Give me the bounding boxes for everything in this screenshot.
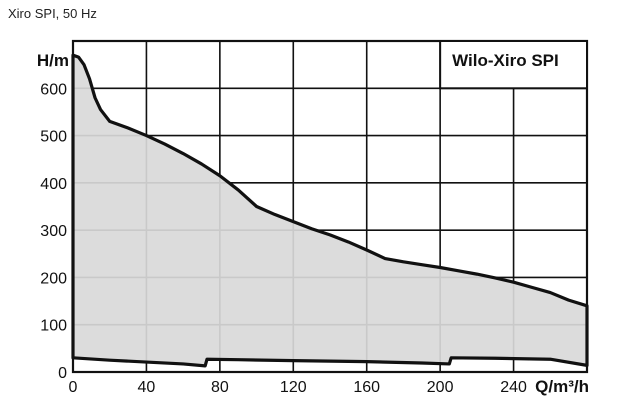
y-tick-label: 400	[40, 176, 67, 193]
y-tick-label: 500	[40, 129, 67, 146]
operating-range-area	[71, 53, 589, 368]
x-tick-label: 160	[353, 379, 380, 396]
y-tick-label: 200	[40, 270, 67, 287]
y-tick-label: 300	[40, 223, 67, 240]
plot-frame	[71, 39, 589, 374]
chart-subtitle: Xiro SPI, 50 Hz	[8, 6, 97, 21]
x-tick-label: 40	[138, 379, 156, 396]
x-tick-labels: 0 40 80 120 160 200 240	[69, 379, 527, 396]
x-tick-label: 80	[211, 379, 229, 396]
x-axis-label: Q/m³/h	[535, 377, 589, 396]
y-tick-labels: 0 100 200 300 400 500 600	[40, 81, 67, 382]
x-tick-label: 200	[427, 379, 454, 396]
y-axis-label: H/m	[37, 51, 69, 70]
y-tick-label: 100	[40, 318, 67, 335]
y-tick-label: 600	[40, 81, 67, 98]
legend-box	[439, 40, 588, 90]
x-tick-label: 0	[69, 379, 78, 396]
chart-title: Wilo-Xiro SPI	[452, 51, 559, 70]
y-tick-label: 0	[58, 365, 67, 382]
x-tick-label: 240	[500, 379, 527, 396]
x-tick-label: 120	[280, 379, 307, 396]
